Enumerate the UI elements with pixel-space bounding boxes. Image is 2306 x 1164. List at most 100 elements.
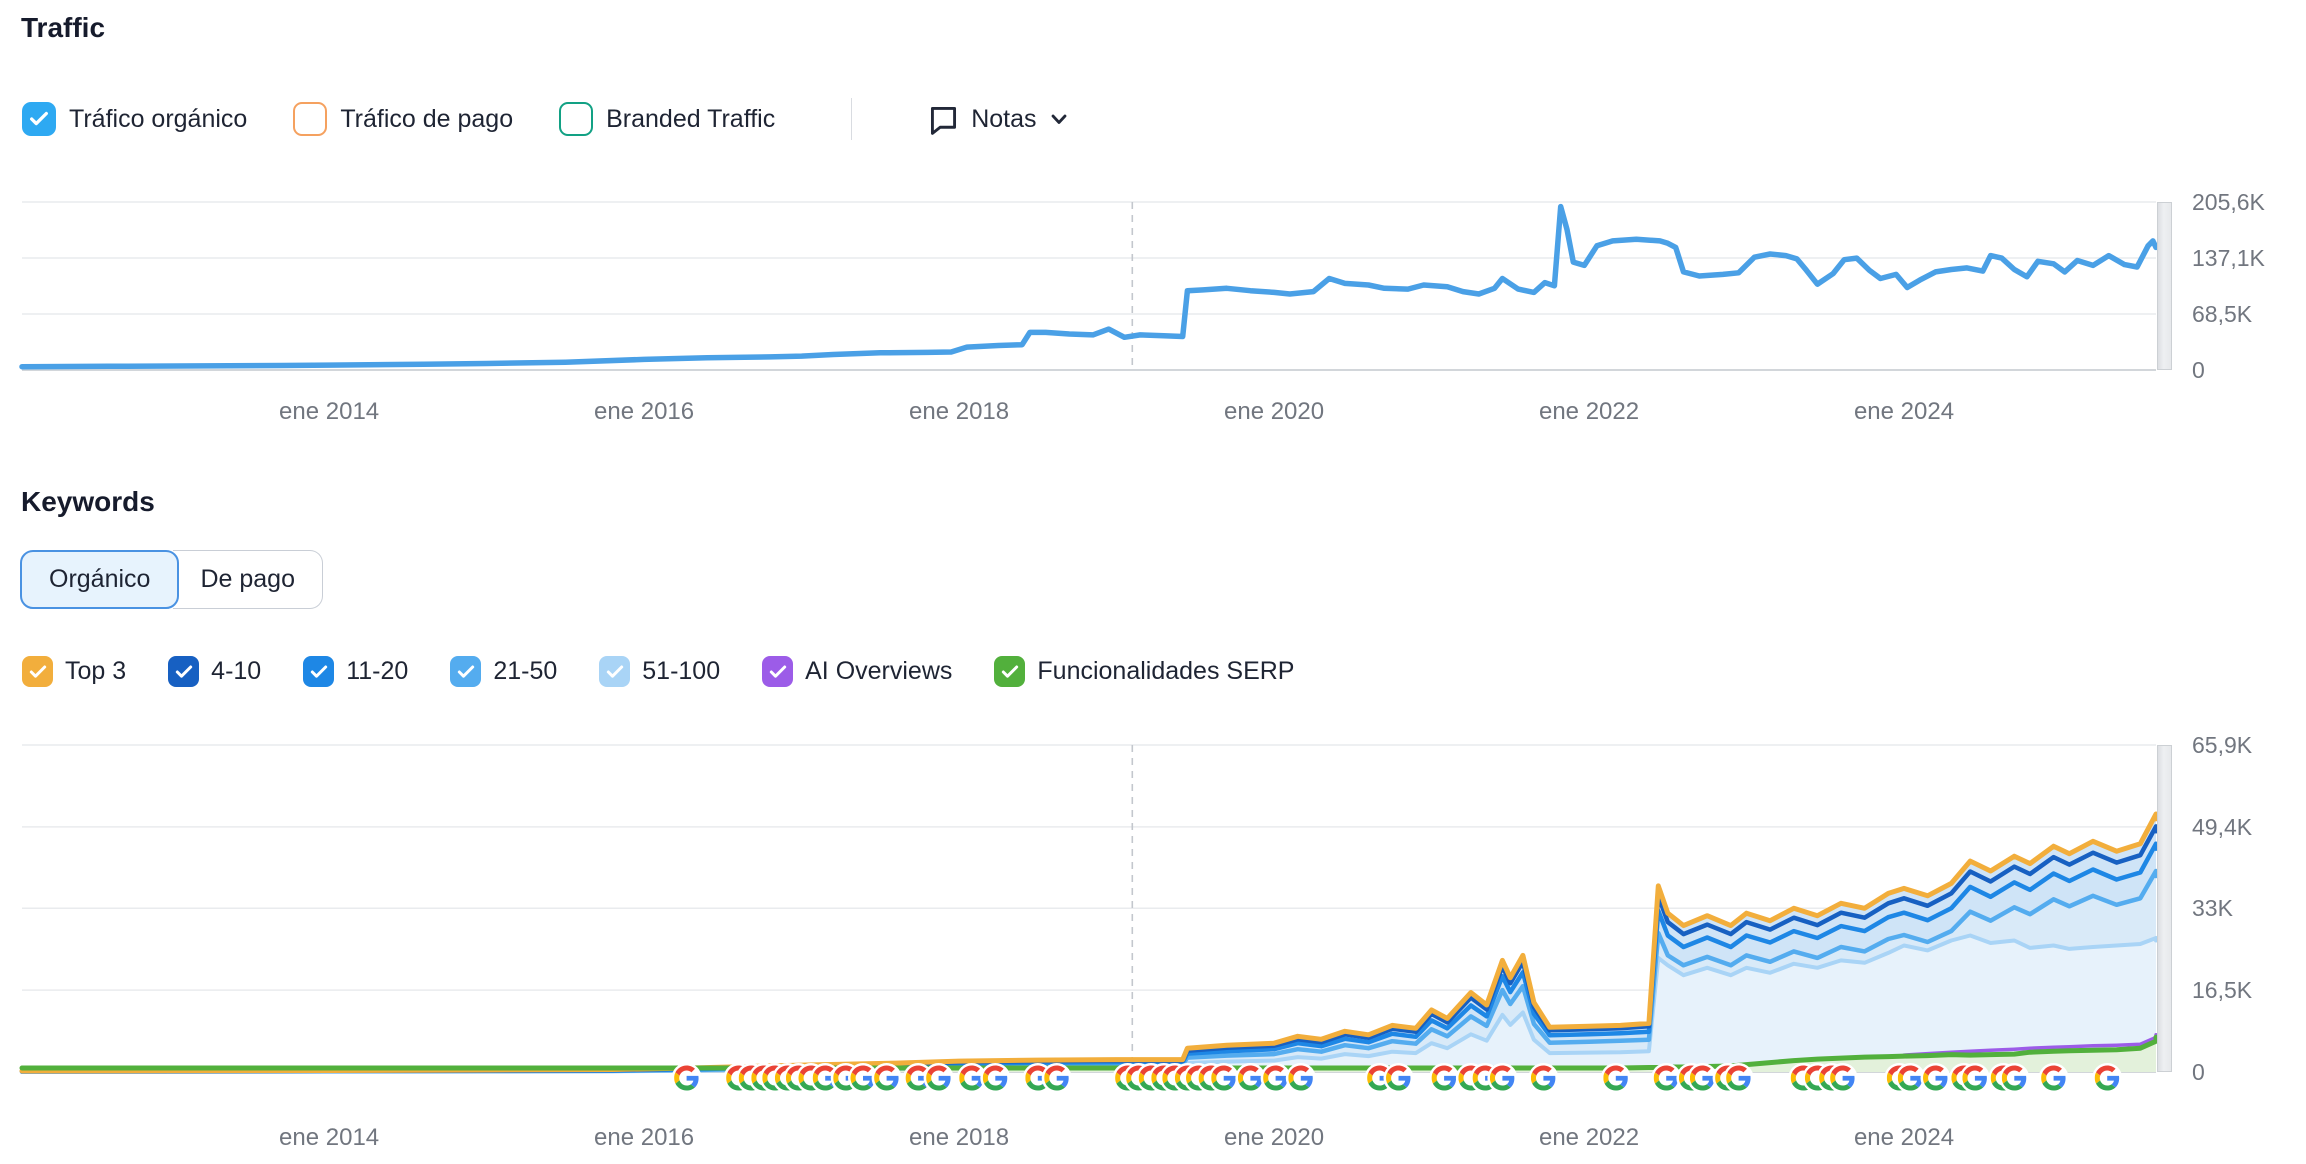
notes-label: Notas [971,104,1037,133]
legend-label: Branded Traffic [606,104,776,133]
legend-label: AI Overviews [805,657,953,685]
x-axis-label: ene 2016 [594,398,695,425]
checkbox-trafico-organico[interactable] [22,102,56,136]
google-update-icon[interactable] [980,1063,1011,1093]
legend-item-top-3[interactable]: Top 3 [22,656,126,687]
legend-label: 21-50 [493,657,558,685]
y-axis-label: 0 [2192,357,2205,383]
legend-item-4-10[interactable]: 4-10 [168,656,261,687]
google-update-icon[interactable] [1600,1063,1631,1093]
google-update-icon[interactable] [1920,1063,1951,1093]
x-axis-label: ene 2018 [909,398,1010,425]
google-update-icon[interactable] [1651,1063,1682,1093]
y-axis-label: 33K [2192,895,2233,922]
google-update-icon[interactable] [1687,1063,1718,1093]
x-axis-label: ene 2018 [909,1124,1010,1151]
google-update-icon[interactable] [1383,1063,1414,1093]
checkmark-icon [29,665,46,678]
legend-label: 51-100 [642,657,721,685]
checkbox-top-3[interactable] [22,656,53,687]
chevron-down-icon [1051,114,1066,124]
google-update-icon[interactable] [871,1063,902,1093]
x-axis-label: ene 2020 [1223,398,1325,425]
legend-divider [851,98,853,140]
x-axis-label: ene 2016 [594,1124,695,1151]
y-axis-label: 68,5K [2192,301,2253,328]
checkmark-icon [606,665,623,678]
y-axis-label: 205,6K [2192,189,2265,215]
checkbox-trafico-de-pago[interactable] [293,102,328,136]
google-update-icon[interactable] [1208,1063,1239,1093]
checkbox-51-100[interactable] [599,656,631,687]
x-axis-label: ene 2014 [279,398,380,425]
y-axis-label: 0 [2192,1059,2205,1085]
legend-item-51-100[interactable]: 51-100 [599,656,720,687]
checkmark-icon [457,665,474,678]
notes-dropdown[interactable]: Notas [928,104,1070,135]
google-update-icon[interactable] [1999,1063,2030,1093]
google-update-icon[interactable] [1895,1063,1926,1093]
x-axis-label: ene 2022 [1538,1124,1640,1151]
legend-label: Tráfico de pago [340,104,514,133]
legend-label: 11-20 [346,657,409,685]
x-axis-label: ene 2014 [279,1124,380,1151]
google-update-icon[interactable] [1827,1063,1858,1093]
checkbox-4-10[interactable] [168,656,200,687]
legend-label: Top 3 [65,657,127,685]
keywords-section-title: Keywords [21,486,155,517]
checkbox-21-50[interactable] [450,656,482,687]
google-update-icon[interactable] [2092,1063,2123,1093]
google-update-icon[interactable] [903,1063,934,1093]
google-update-icon[interactable] [1041,1063,1072,1093]
traffic-legend: Tráfico orgánico Tráfico de pago Branded… [22,98,1071,140]
tab-de-pago[interactable]: De pago [173,550,323,609]
checkmark-icon [310,665,327,678]
checkmark-icon [175,665,192,678]
legend-label: Funcionalidades SERP [1037,657,1295,685]
google-update-icon[interactable] [1959,1063,1990,1093]
keywords-type-toggle: Orgánico De pago [20,550,323,609]
legend-label: Tráfico orgánico [69,104,248,133]
x-axis-label: ene 2024 [1853,1124,1955,1151]
google-update-icon[interactable] [1285,1063,1316,1093]
legend-item-ai-overviews[interactable]: AI Overviews [762,656,952,687]
google-update-icon[interactable] [848,1063,878,1093]
tab-organico[interactable]: Orgánico [20,550,180,609]
legend-item-branded-traffic[interactable]: Branded Traffic [559,102,775,136]
checkmark-icon [769,665,786,678]
google-update-icon[interactable] [810,1063,841,1093]
google-update-icon[interactable] [1528,1063,1559,1093]
google-update-icon[interactable] [1260,1063,1291,1093]
google-update-icon[interactable] [1723,1063,1754,1093]
legend-item-21-50[interactable]: 21-50 [450,656,557,687]
x-axis-label: ene 2024 [1853,398,1955,425]
checkbox-ai-overviews[interactable] [762,656,794,687]
legend-item-funcionalidades-serp[interactable]: Funcionalidades SERP [994,656,1294,687]
google-update-icon[interactable] [1235,1063,1266,1093]
x-axis-label: ene 2022 [1538,398,1640,425]
checkmark-icon [1001,665,1019,678]
google-update-icon[interactable] [671,1063,702,1093]
legend-item-trafico-organico[interactable]: Tráfico orgánico [22,102,247,136]
y-axis-label: 137,1K [2192,244,2265,271]
x-axis-label: ene 2020 [1223,1124,1325,1151]
legend-item-11-20[interactable]: 11-20 [303,656,408,687]
checkbox-11-20[interactable] [303,656,335,687]
google-update-icon[interactable] [2038,1063,2069,1093]
keywords-legend: Top 3 4-10 11-20 21-50 51-100 [22,656,1294,687]
google-update-icon[interactable] [923,1063,954,1093]
y-axis-label: 49,4K [2192,813,2253,840]
keywords-chart-scrollbar[interactable] [2157,745,2172,1072]
checkbox-funcionalidades-serp[interactable] [994,656,1026,687]
checkbox-branded-traffic[interactable] [559,102,594,136]
google-update-icon[interactable] [1487,1063,1518,1093]
google-update-icon[interactable] [956,1063,987,1093]
traffic-chart-scrollbar[interactable] [2157,202,2172,370]
google-update-icon[interactable] [1429,1063,1460,1093]
traffic-section-title: Traffic [21,12,106,43]
y-axis-label: 65,9K [2192,732,2253,758]
legend-item-trafico-de-pago[interactable]: Tráfico de pago [293,102,513,136]
note-bubble-icon [931,106,957,135]
